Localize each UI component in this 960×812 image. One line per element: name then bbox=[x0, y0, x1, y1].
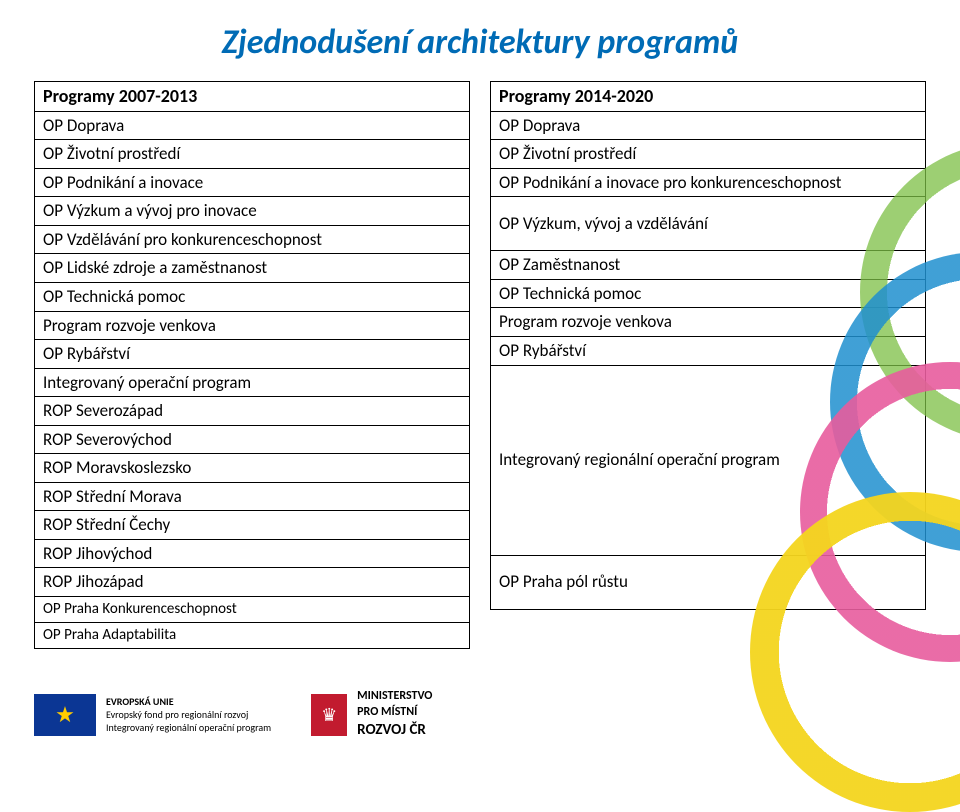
left-table-header: Programy 2007-2013 bbox=[35, 82, 470, 112]
left-table-row: ROP Moravskoslezsko bbox=[35, 454, 470, 483]
eu-flag-icon: ★ bbox=[34, 694, 96, 736]
left-table: Programy 2007-2013OP DopravaOP Životní p… bbox=[34, 81, 470, 649]
left-table-row: Program rozvoje venkova bbox=[35, 311, 470, 340]
right-table-header: Programy 2014-2020 bbox=[491, 82, 926, 112]
right-table-row: OP Doprava bbox=[491, 111, 926, 140]
eu-line2: Evropský fond pro regionální rozvoj bbox=[106, 708, 271, 721]
mmr-line1: MINISTERSTVO bbox=[357, 689, 432, 705]
right-table-row: OP Podnikání a inovace pro konkurencesch… bbox=[491, 168, 926, 197]
lion-icon: ♛ bbox=[311, 694, 347, 736]
right-table-row: OP Životní prostředí bbox=[491, 140, 926, 169]
left-table-row: OP Životní prostředí bbox=[35, 140, 470, 169]
left-table-row: ROP Severozápad bbox=[35, 397, 470, 426]
left-table-row: OP Doprava bbox=[35, 111, 470, 140]
left-table-row: ROP Jihozápad bbox=[35, 568, 470, 597]
mmr-text: MINISTERSTVO PRO MÍSTNÍ ROZVOJ ČR bbox=[357, 689, 432, 740]
left-table-row: OP Rybářství bbox=[35, 340, 470, 369]
left-table-row: ROP Jihovýchod bbox=[35, 539, 470, 568]
left-table-row: OP Technická pomoc bbox=[35, 282, 470, 311]
left-column: Programy 2007-2013OP DopravaOP Životní p… bbox=[34, 81, 470, 649]
left-table-row: OP Praha Konkurenceschopnost bbox=[35, 596, 470, 622]
left-table-row: ROP Střední Morava bbox=[35, 482, 470, 511]
left-table-row: OP Podnikání a inovace bbox=[35, 168, 470, 197]
mmr-line2: PRO MÍSTNÍ bbox=[357, 705, 432, 721]
eu-text: EVROPSKÁ UNIE Evropský fond pro regionál… bbox=[106, 695, 271, 734]
footer-logos: ★ EVROPSKÁ UNIE Evropský fond pro region… bbox=[34, 689, 432, 740]
logo-mmr: ♛ MINISTERSTVO PRO MÍSTNÍ ROZVOJ ČR bbox=[311, 689, 432, 740]
page-title: Zjednodušení architektury programů bbox=[0, 0, 960, 81]
left-table-row: ROP Střední Čechy bbox=[35, 511, 470, 540]
left-table-row: OP Lidské zdroje a zaměstnanost bbox=[35, 254, 470, 283]
left-table-row: OP Výzkum a vývoj pro inovace bbox=[35, 197, 470, 226]
right-table-row: OP Výzkum, vývoj a vzdělávání bbox=[491, 197, 926, 251]
left-table-row: Integrovaný operační program bbox=[35, 368, 470, 397]
logo-eu: ★ EVROPSKÁ UNIE Evropský fond pro region… bbox=[34, 694, 271, 736]
eu-line3: Integrovaný regionální operační program bbox=[106, 721, 271, 734]
mmr-line3: ROZVOJ ČR bbox=[357, 721, 432, 741]
eu-line1: EVROPSKÁ UNIE bbox=[106, 695, 271, 708]
left-table-row: OP Praha Adaptabilita bbox=[35, 623, 470, 649]
left-table-row: OP Vzdělávání pro konkurenceschopnost bbox=[35, 225, 470, 254]
left-table-row: ROP Severovýchod bbox=[35, 425, 470, 454]
